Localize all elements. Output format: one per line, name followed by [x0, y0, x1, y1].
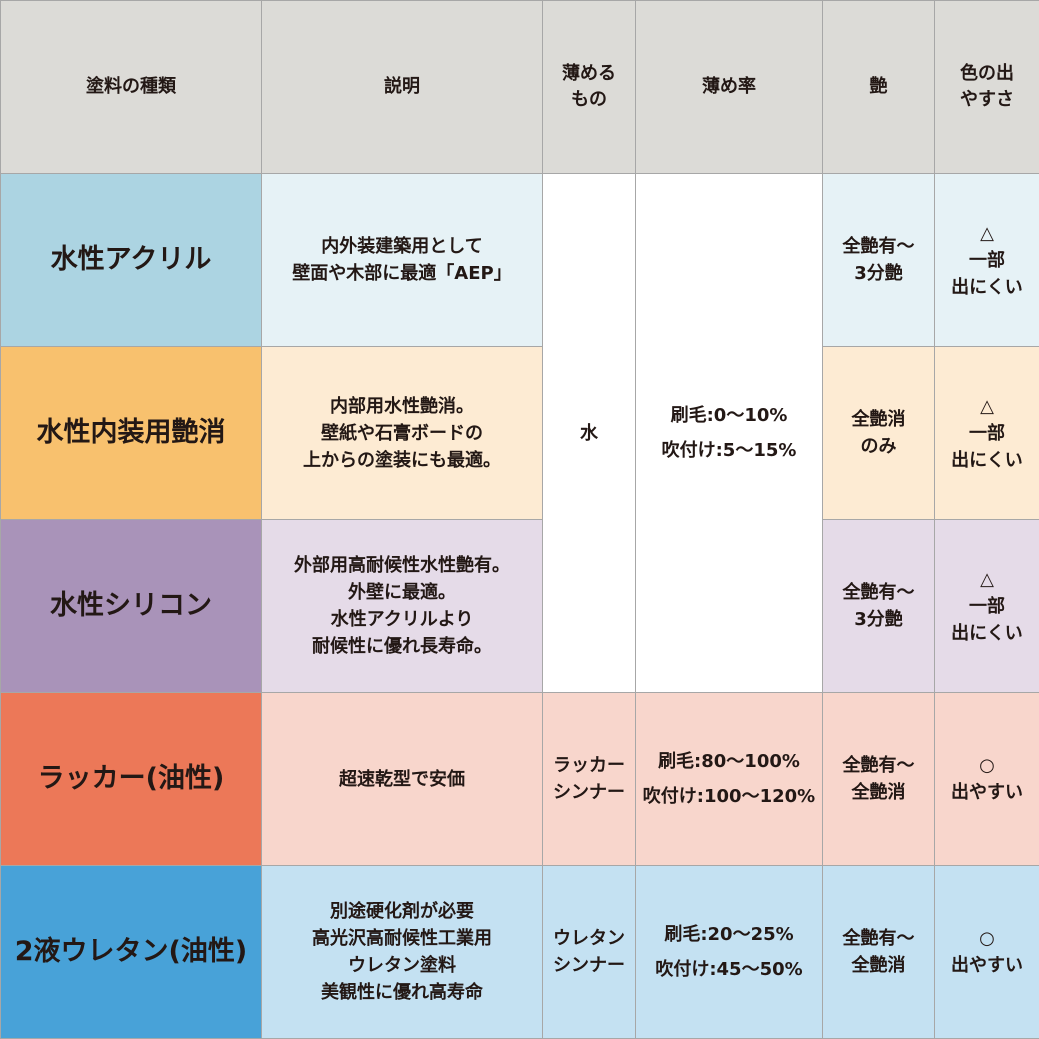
description-cell: 超速乾型で安価: [261, 692, 543, 866]
color-ease-cell: ○ 出やすい: [934, 865, 1039, 1039]
thinning-rate-cell-water: 刷毛:0〜10% 吹付け:5〜15%: [635, 173, 823, 693]
paint-type-cell: ラッカー(油性): [0, 692, 262, 866]
header-thinning-rate: 薄め率: [635, 0, 823, 174]
thinning-rate-cell: 刷毛:80〜100% 吹付け:100〜120%: [635, 692, 823, 866]
table-row: 2液ウレタン(油性) 別途硬化剤が必要 高光沢高耐候性工業用 ウレタン塗料 美観…: [0, 865, 1039, 1039]
color-ease-cell: △ 一部 出にくい: [934, 346, 1039, 520]
header-description: 説明: [261, 0, 543, 174]
table-row: 水性シリコン 外部用高耐候性水性艶有。 外壁に最適。 水性アクリルより 耐候性に…: [0, 519, 1039, 693]
gloss-cell: 全艶有〜 3分艶: [822, 519, 935, 693]
header-thinner: 薄める もの: [542, 0, 636, 174]
description-cell: 内部用水性艶消。 壁紙や石膏ボードの 上からの塗装にも最適。: [261, 346, 543, 520]
gloss-cell: 全艶有〜 3分艶: [822, 173, 935, 347]
header-row: 塗料の種類 説明 薄める もの 薄め率 艶 色の出 やすさ: [0, 0, 1039, 174]
thinner-cell: ラッカー シンナー: [542, 692, 636, 866]
table-row: 水性アクリル 内外装建築用として 壁面や木部に最適「AEP」 水 刷毛:0〜10…: [0, 173, 1039, 693]
paint-type-cell: 水性アクリル: [0, 173, 262, 347]
thinner-cell: ウレタン シンナー: [542, 865, 636, 1039]
paint-type-cell: 2液ウレタン(油性): [0, 865, 262, 1039]
description-cell: 外部用高耐候性水性艶有。 外壁に最適。 水性アクリルより 耐候性に優れ長寿命。: [261, 519, 543, 693]
color-ease-cell: △ 一部 出にくい: [934, 173, 1039, 347]
description-cell: 別途硬化剤が必要 高光沢高耐候性工業用 ウレタン塗料 美観性に優れ高寿命: [261, 865, 543, 1039]
thinner-cell-water: 水: [542, 173, 636, 693]
table-row: ラッカー(油性) 超速乾型で安価 ラッカー シンナー 刷毛:80〜100% 吹付…: [0, 692, 1039, 866]
gloss-cell: 全艶消 のみ: [822, 346, 935, 520]
header-paint-type: 塗料の種類: [0, 0, 262, 174]
thinning-rate-cell: 刷毛:20〜25% 吹付け:45〜50%: [635, 865, 823, 1039]
header-gloss: 艶: [822, 0, 935, 174]
gloss-cell: 全艶有〜 全艶消: [822, 692, 935, 866]
table-row: 水性内装用艶消 内部用水性艶消。 壁紙や石膏ボードの 上からの塗装にも最適。 全…: [0, 346, 1039, 520]
color-ease-cell: ○ 出やすい: [934, 692, 1039, 866]
color-ease-cell: △ 一部 出にくい: [934, 519, 1039, 693]
header-color-ease: 色の出 やすさ: [934, 0, 1039, 174]
paint-type-cell: 水性内装用艶消: [0, 346, 262, 520]
description-cell: 内外装建築用として 壁面や木部に最適「AEP」: [261, 173, 543, 347]
gloss-cell: 全艶有〜 全艶消: [822, 865, 935, 1039]
paint-type-cell: 水性シリコン: [0, 519, 262, 693]
